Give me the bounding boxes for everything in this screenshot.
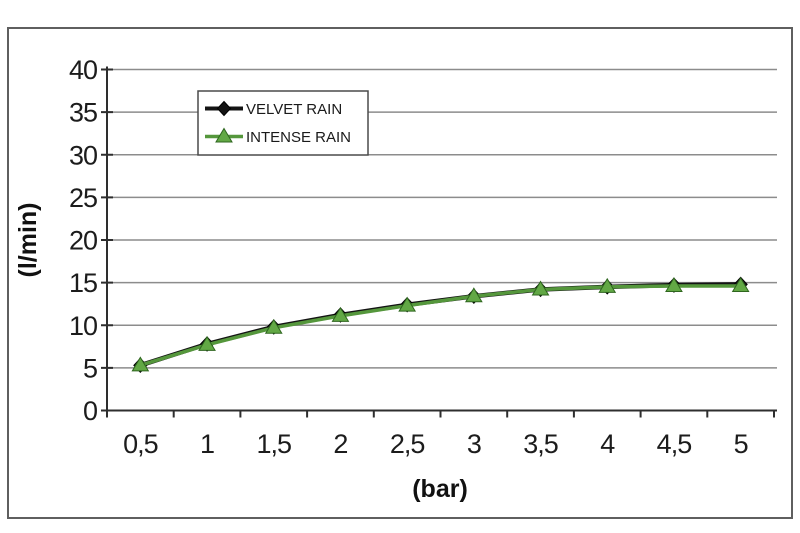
y-axis-ticks: 0 5 10 15 20 25 30 35 40 (69, 55, 113, 426)
y-tick-label: 5 (83, 353, 97, 383)
marker-triangle (264, 318, 283, 334)
marker-triangle (398, 296, 417, 312)
marker-triangle (665, 277, 683, 293)
y-tick-label: 40 (69, 55, 97, 85)
y-axis-title: (l/min) (14, 203, 42, 278)
x-tick-label: 1 (200, 429, 214, 459)
x-tick-label: 5 (734, 429, 748, 459)
marker-diamond (216, 100, 232, 117)
marker-triangle (131, 356, 150, 372)
y-tick-label: 30 (69, 140, 97, 170)
x-axis-title: (bar) (412, 475, 468, 503)
legend-label: VELVET RAIN (246, 101, 342, 118)
x-axis-ticks: 0,5 1 1,5 2 2,5 3 3,5 4 4,5 5 (106, 410, 775, 459)
legend-item-intense-rain: INTENSE RAIN (205, 127, 351, 146)
marker-triangle (331, 306, 350, 322)
x-tick-label: 3,5 (523, 429, 558, 459)
y-tick-label: 25 (69, 183, 97, 213)
chart-frame (7, 27, 793, 519)
series-line-intense-rain (138, 284, 743, 368)
y-tick-label: 35 (69, 98, 97, 128)
y-tick-label: 0 (83, 396, 97, 426)
y-tick-label: 20 (69, 226, 97, 256)
marker-triangle (531, 280, 550, 296)
marker-triangle (198, 335, 216, 351)
legend: VELVET RAIN INTENSE RAIN (197, 90, 369, 156)
legend-label: INTENSE RAIN (246, 129, 351, 146)
x-tick-label: 0,5 (123, 429, 158, 459)
legend-box (197, 90, 369, 156)
x-tick-label: 4 (600, 429, 615, 459)
gridlines (107, 68, 777, 369)
x-tick-label: 3 (467, 429, 481, 459)
marker-triangle (598, 277, 617, 293)
marker-triangle (215, 127, 233, 143)
x-tick-label: 2,5 (390, 429, 425, 459)
legend-item-velvet-rain: VELVET RAIN (205, 100, 342, 118)
y-tick-label: 10 (69, 311, 97, 341)
y-tick-label: 15 (69, 268, 97, 298)
x-tick-label: 1,5 (256, 429, 291, 459)
series-intense-rain (131, 277, 750, 372)
marker-triangle (731, 277, 750, 293)
x-tick-label: 2 (333, 429, 347, 459)
x-tick-label: 4,5 (657, 429, 692, 459)
marker-triangle (464, 287, 483, 303)
